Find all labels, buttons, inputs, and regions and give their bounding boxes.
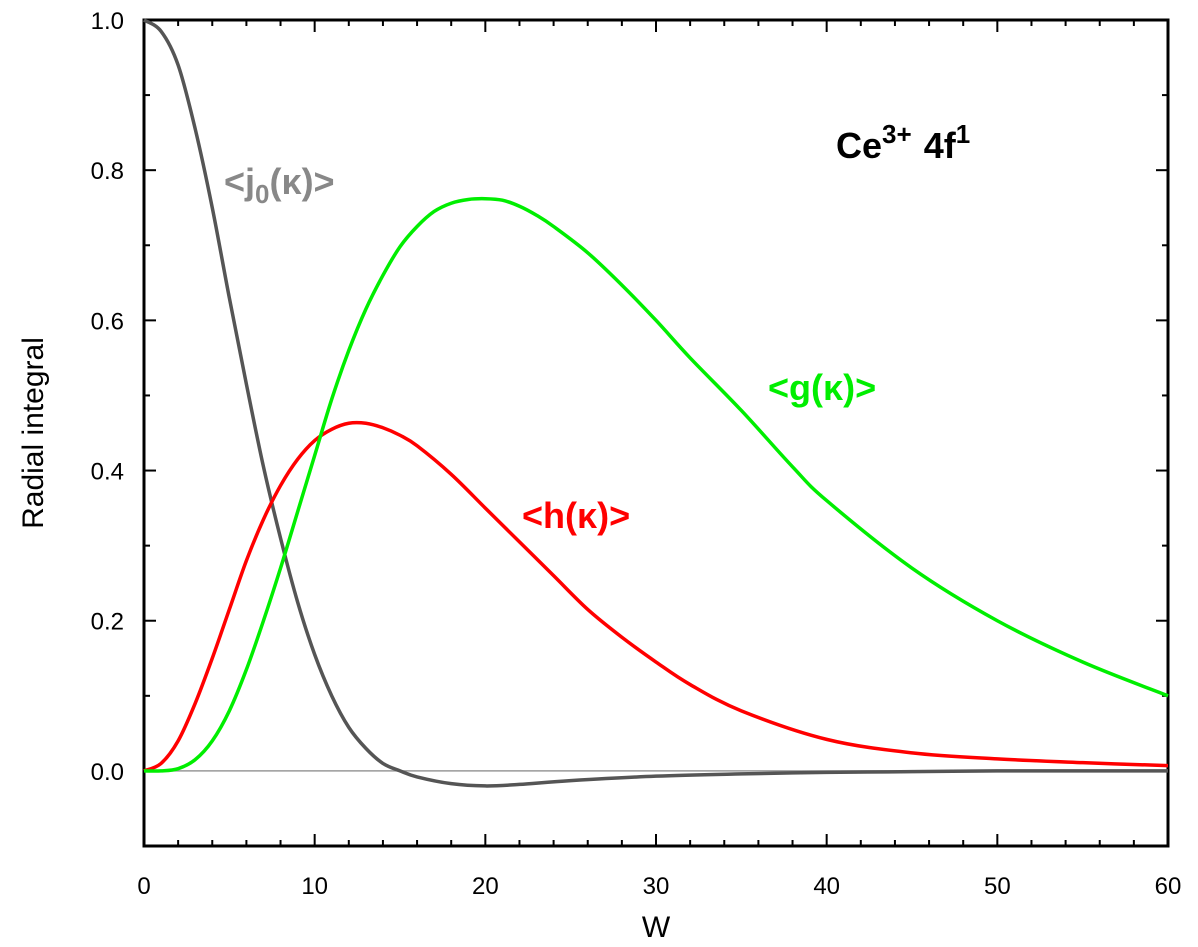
series-line-j0 [143, 18, 1168, 788]
series-lines [143, 18, 1169, 788]
y-tick-labels: 0.0 0.2 0.4 0.6 0.8 1.0 [91, 8, 124, 786]
x-tick-label: 20 [472, 873, 499, 900]
ion-annotation: Ce3+ 4f1 [836, 119, 970, 166]
x-tick-label: 60 [1155, 873, 1182, 900]
plot-frame [142, 18, 1170, 848]
y-tick-label: 0.4 [91, 459, 124, 486]
x-tick-labels: 0 10 20 30 40 50 60 [137, 873, 1181, 900]
series-label-g: <g(κ)> [768, 367, 876, 408]
y-tick-label: 0.6 [91, 308, 124, 335]
x-tick-label: 40 [813, 873, 840, 900]
y-tick-label: 0.8 [91, 158, 124, 185]
series-label-h: <h(κ)> [522, 495, 630, 536]
y-tick-label: 1.0 [91, 8, 124, 35]
x-tick-label: 10 [301, 873, 328, 900]
y-tick-label: 0.2 [91, 609, 124, 636]
x-tick-label: 50 [984, 873, 1011, 900]
x-axis-title: W [642, 911, 671, 944]
y-tick-label: 0.0 [91, 759, 124, 786]
series-line-g [143, 196, 1169, 773]
x-tick-label: 30 [643, 873, 670, 900]
x-tick-label: 0 [137, 873, 150, 900]
y-axis-title: Radial integral [17, 337, 50, 529]
series-label-j0: <j0(κ)> [224, 161, 335, 209]
tick-marks [143, 19, 1169, 847]
series-line-h [143, 420, 1169, 773]
